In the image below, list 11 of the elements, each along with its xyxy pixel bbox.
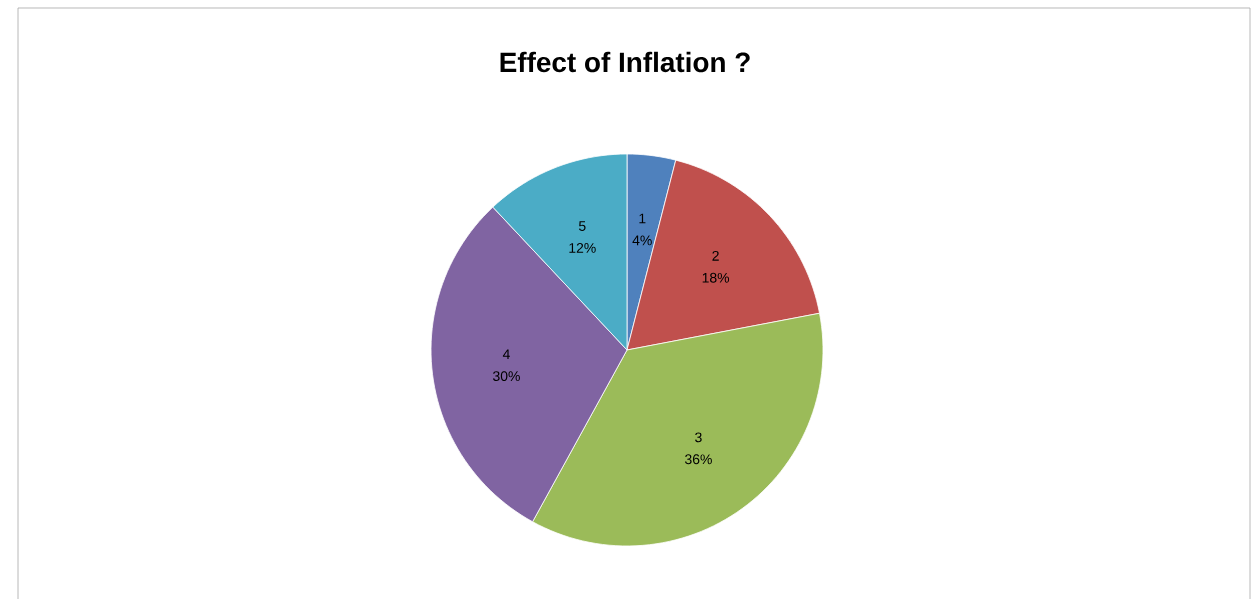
data-label: 12% (569, 242, 596, 253)
slice-label: 3 (695, 432, 702, 443)
slice-label: 2 (712, 250, 719, 261)
slice-label: 4 (502, 349, 510, 359)
data-label: 36% (685, 454, 712, 465)
slice-label: 1 (639, 213, 646, 224)
chart-title: Effect of Inflation ? (500, 51, 750, 73)
data-label: 30% (493, 370, 520, 381)
data-label: 18% (702, 272, 730, 283)
slice-label: 5 (578, 221, 586, 231)
data-label: 4% (632, 235, 652, 246)
